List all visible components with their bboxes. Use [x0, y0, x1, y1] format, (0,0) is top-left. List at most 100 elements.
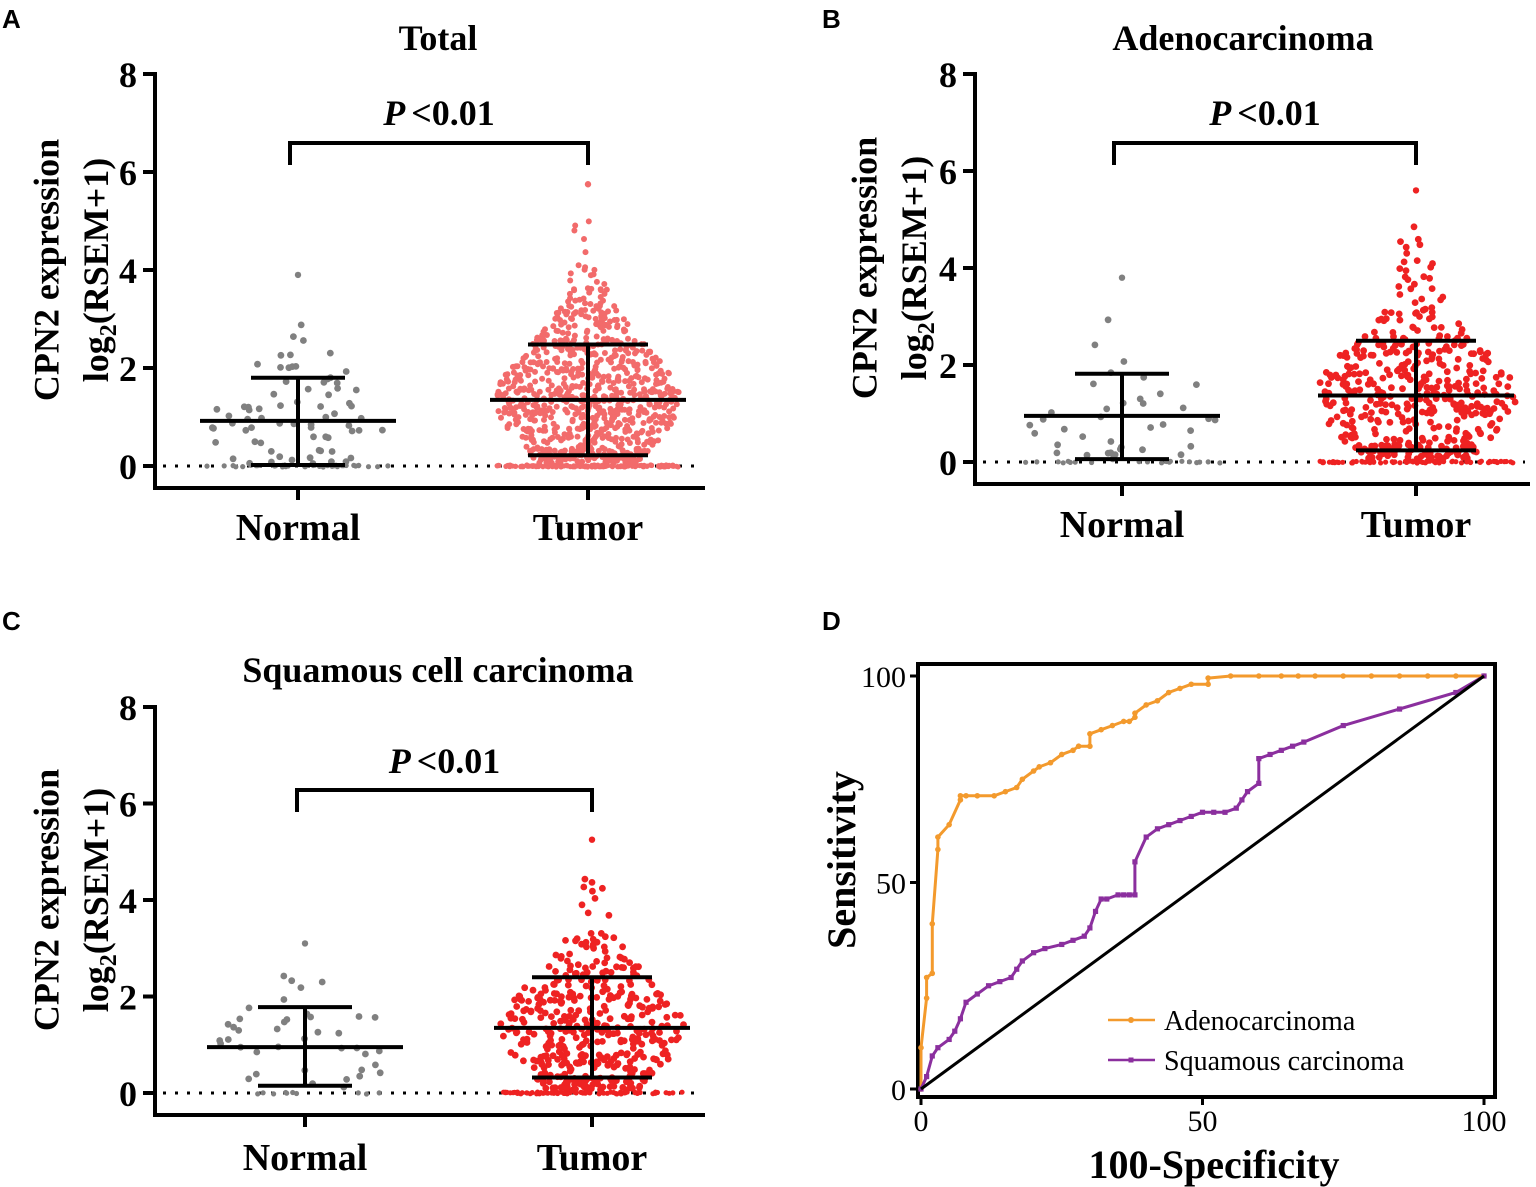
data-point	[519, 433, 526, 440]
roc-point-squamous-carcinoma	[1267, 751, 1273, 758]
data-point	[612, 352, 619, 359]
data-point	[257, 439, 265, 447]
data-point	[322, 413, 330, 421]
roc-point-squamous-carcinoma	[1014, 966, 1020, 972]
data-point	[557, 1084, 565, 1091]
data-point	[1342, 431, 1350, 438]
data-point	[574, 463, 580, 469]
data-point	[528, 435, 535, 442]
data-point	[574, 365, 581, 372]
data-point	[1472, 380, 1480, 387]
data-point	[611, 414, 618, 421]
data-point	[631, 391, 638, 398]
data-point	[1459, 341, 1467, 348]
p-value-label: P <0.01	[1208, 93, 1321, 133]
roc-point-squamous-carcinoma	[1143, 834, 1149, 840]
significance-bracket	[1112, 141, 1418, 165]
data-point	[630, 380, 637, 387]
data-point	[562, 1078, 570, 1086]
data-point	[544, 369, 551, 376]
data-point	[626, 1063, 634, 1071]
data-point	[1492, 373, 1500, 381]
data-point	[513, 1003, 521, 1010]
data-point	[1368, 409, 1375, 416]
data-point	[603, 424, 610, 431]
data-point	[1411, 299, 1419, 306]
data-point	[580, 379, 587, 386]
data-point	[325, 391, 332, 399]
data-point	[1376, 400, 1384, 407]
data-point	[541, 416, 547, 423]
roc-point-adenocarcinoma	[1278, 673, 1285, 679]
data-point	[514, 1090, 521, 1096]
roc-point-squamous-carcinoma	[1019, 958, 1025, 964]
data-point	[1485, 460, 1492, 466]
data-point	[614, 1060, 622, 1067]
panel-a: A Total CPN2 expression log2(RSEM+1) 0 2 4 6 8 No…	[2, 4, 705, 549]
data-point	[254, 360, 261, 368]
data-point	[537, 1007, 544, 1014]
data-point	[502, 390, 509, 397]
data-point	[310, 433, 317, 441]
data-point	[644, 1008, 652, 1016]
data-point	[503, 376, 510, 383]
data-point	[1026, 421, 1034, 429]
data-point	[371, 1014, 379, 1021]
data-point	[572, 309, 579, 316]
y-tick-label: 4	[119, 881, 137, 921]
data-point	[1031, 429, 1039, 437]
data-point	[648, 981, 656, 989]
data-point	[564, 390, 571, 397]
data-point	[551, 997, 559, 1004]
p-value-letter: P	[1208, 93, 1232, 133]
data-point	[1433, 383, 1441, 391]
data-point	[548, 414, 554, 421]
data-point	[564, 957, 571, 965]
data-point	[1451, 383, 1459, 390]
data-point	[500, 1032, 507, 1040]
data-point	[235, 1027, 243, 1034]
roc-point-adenocarcinoma	[1368, 673, 1375, 679]
data-point	[574, 1060, 581, 1067]
roc-point-squamous-carcinoma	[974, 991, 980, 997]
y-tick-label: 0	[939, 443, 957, 483]
data-point	[630, 433, 637, 440]
data-point	[568, 371, 575, 378]
data-point-max	[294, 271, 302, 279]
data-point	[1405, 417, 1412, 425]
data-point	[1403, 459, 1409, 465]
roc-point-adenocarcinoma	[1087, 743, 1093, 750]
data-point	[638, 429, 645, 436]
data-point	[540, 336, 546, 343]
data-point	[1399, 385, 1406, 393]
roc-point-adenocarcinoma	[1340, 673, 1347, 679]
p-value-label: P <0.01	[388, 741, 501, 781]
data-point	[586, 289, 593, 296]
data-point	[673, 463, 680, 469]
data-point	[626, 377, 633, 384]
data-point	[639, 1003, 646, 1011]
data-point	[621, 416, 628, 423]
data-point	[362, 1050, 369, 1058]
data-point	[643, 996, 651, 1003]
data-point	[567, 962, 574, 970]
data-point	[562, 937, 569, 944]
roc-point-squamous-carcinoma	[1092, 908, 1099, 915]
data-point	[1374, 416, 1381, 424]
data-point	[347, 454, 355, 462]
roc-point-squamous-carcinoma	[997, 979, 1003, 985]
y-axis-label-log: log	[76, 336, 116, 382]
roc-point-squamous-carcinoma	[963, 999, 969, 1005]
data-point	[1348, 406, 1356, 413]
x-tick-label: Normal	[1060, 504, 1185, 546]
data-point	[1375, 316, 1383, 324]
data-point	[607, 318, 613, 325]
data-point	[1445, 383, 1453, 390]
data-point	[656, 997, 664, 1005]
data-point	[595, 372, 602, 379]
roc-point-squamous-carcinoma	[1115, 892, 1121, 898]
data-point	[593, 278, 600, 285]
data-point	[245, 1075, 253, 1083]
data-point	[533, 403, 540, 410]
data-point	[561, 360, 568, 367]
